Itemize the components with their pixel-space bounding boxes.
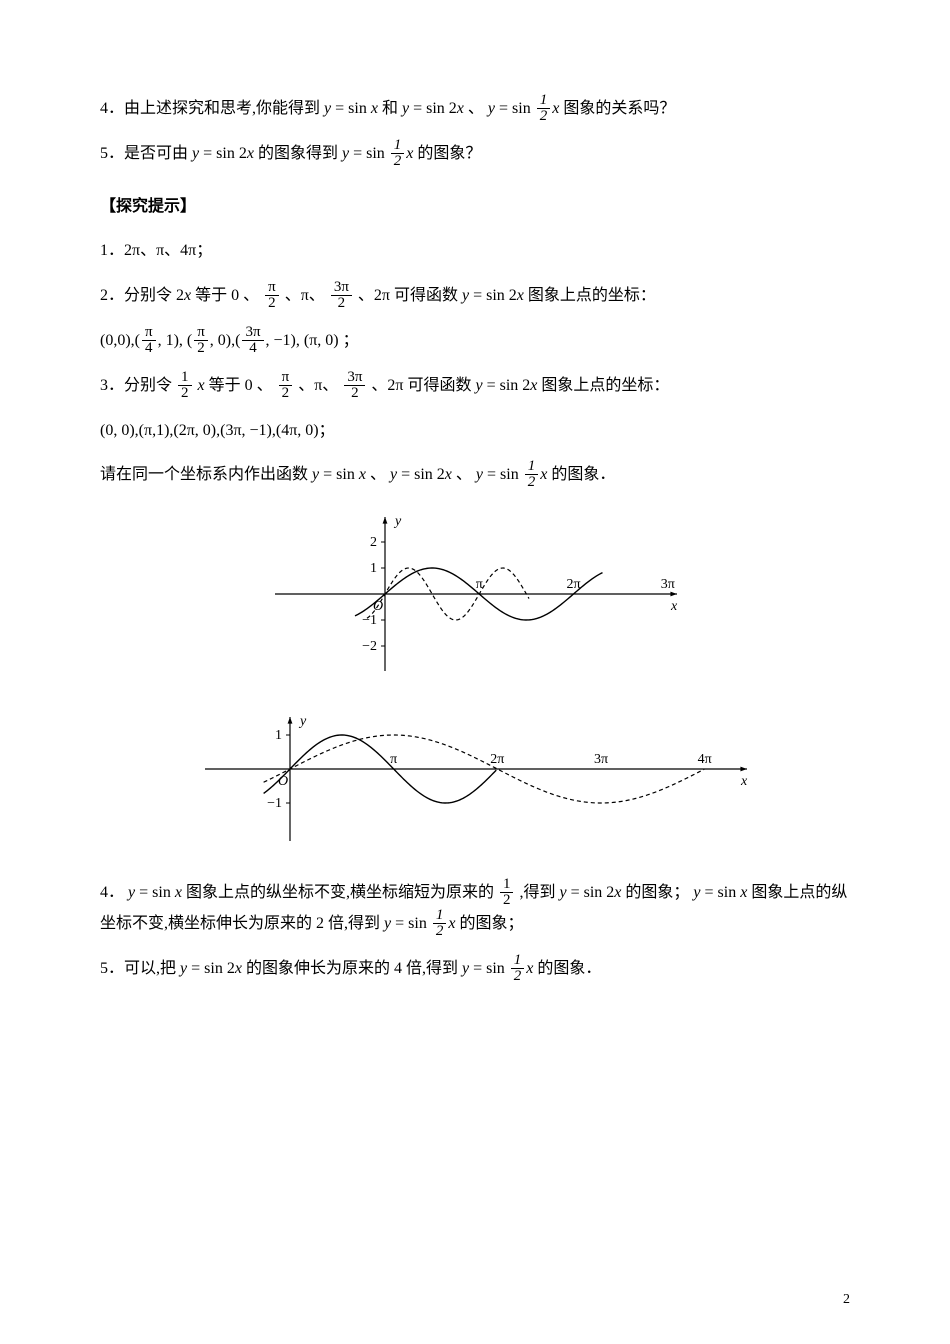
svg-text:x: x xyxy=(740,774,748,789)
text: 和 xyxy=(382,100,402,117)
svg-text:3π: 3π xyxy=(594,752,608,767)
answer-2: 2．分别令 2x 等于 0 、 π2 、π、 3π2 、2π 可得函数 y = … xyxy=(100,281,850,312)
question-5: 5．是否可由 y = sin 2x 的图象得到 y = sin 12x 的图象？ xyxy=(100,139,850,170)
page-number: 2 xyxy=(843,1287,850,1314)
math-expr: y = sin x xyxy=(324,100,382,117)
math-expr: y = sin 12x xyxy=(488,100,563,117)
svg-text:−2: −2 xyxy=(362,639,377,654)
text: 的图象得到 xyxy=(258,145,342,162)
text: 5．是否可由 xyxy=(100,145,192,162)
answer-5: 5．可以,把 y = sin 2x 的图象伸长为原来的 4 倍,得到 y = s… xyxy=(100,954,850,985)
answer-3-coords: (0, 0),(π,1),(2π, 0),(3π, −1),(4π, 0)； xyxy=(100,416,850,446)
svg-text:2: 2 xyxy=(370,535,377,550)
svg-text:−1: −1 xyxy=(362,613,377,628)
svg-text:x: x xyxy=(670,599,678,614)
svg-text:−1: −1 xyxy=(267,796,282,811)
math-expr: y = sin 2x xyxy=(192,145,258,162)
chart-2-wrap: −11π2π3π4πOyx xyxy=(100,709,850,860)
answer-1: 1．2π、π、4π； xyxy=(100,236,850,266)
text: 图象的关系吗？ xyxy=(563,100,675,117)
math-expr: y = sin 2x xyxy=(402,100,468,117)
answer-4: 4． y = sin x 图象上点的纵坐标不变,横坐标缩短为原来的 12 ,得到… xyxy=(100,878,850,940)
text: 的图象？ xyxy=(417,145,481,162)
svg-text:1: 1 xyxy=(275,728,282,743)
math-expr: y = sin 12x xyxy=(342,145,417,162)
svg-text:3π: 3π xyxy=(661,577,675,592)
svg-text:y: y xyxy=(393,514,402,529)
text: 、 xyxy=(468,100,484,117)
svg-text:4π: 4π xyxy=(698,752,712,767)
svg-text:1: 1 xyxy=(370,561,377,576)
chart-1-wrap: −2−112π2π3πOyx xyxy=(100,509,850,690)
text: 4．由上述探究和思考,你能得到 xyxy=(100,100,324,117)
answer-3: 3．分别令 12 x 等于 0 、 π2 、π、 3π2 、2π 可得函数 y … xyxy=(100,371,850,402)
svg-text:π: π xyxy=(390,752,397,767)
chart-2: −11π2π3π4πOyx xyxy=(195,709,755,849)
chart-1: −2−112π2π3πOyx xyxy=(265,509,685,679)
question-4: 4．由上述探究和思考,你能得到 y = sin x 和 y = sin 2x 、… xyxy=(100,94,850,125)
svg-text:2π: 2π xyxy=(490,752,504,767)
instruction: 请在同一个坐标系内作出函数 y = sin x 、 y = sin 2x 、 y… xyxy=(100,460,850,491)
answer-2-coords: (0,0),(π4, 1), (π2, 0),(3π4, −1), (π, 0)… xyxy=(100,326,850,357)
svg-text:π: π xyxy=(476,577,483,592)
section-heading: 【探究提示】 xyxy=(100,192,850,222)
svg-text:y: y xyxy=(298,714,307,729)
